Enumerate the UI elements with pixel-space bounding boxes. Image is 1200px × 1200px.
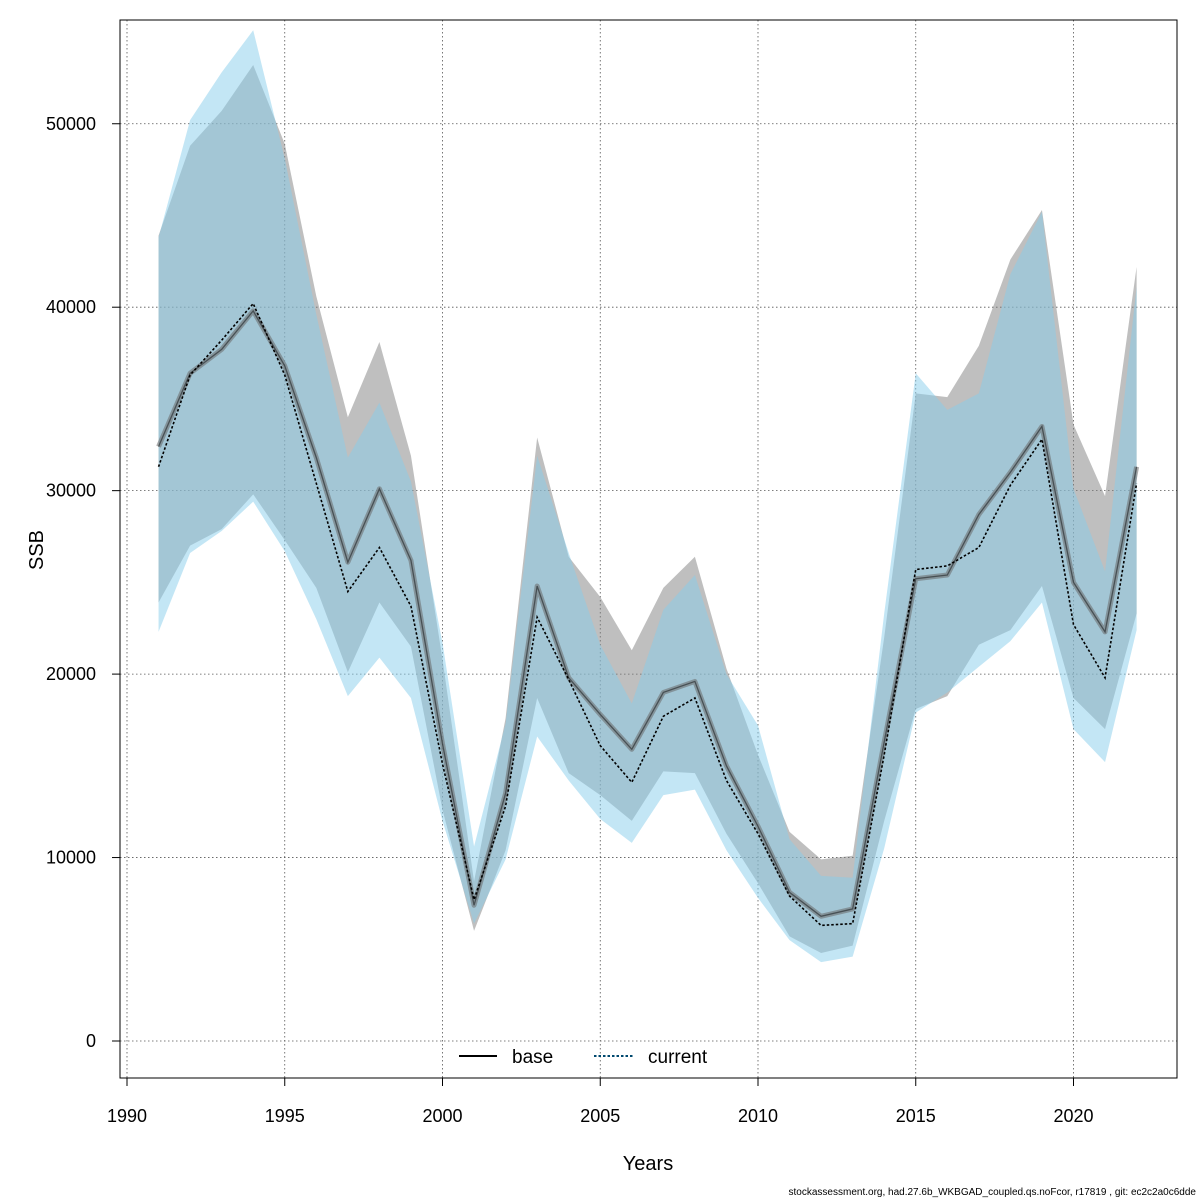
x-tick-label: 2015 bbox=[896, 1106, 936, 1126]
x-tick-label: 1990 bbox=[107, 1106, 147, 1126]
x-tick-label: 1995 bbox=[265, 1106, 305, 1126]
legend-label-current: current bbox=[648, 1047, 708, 1068]
axes: 1990 1995 2000 2005 2010 2015 2020 0 10000 20000 3… bbox=[46, 114, 1094, 1126]
x-axis-label: Years bbox=[623, 1153, 673, 1175]
confidence-bands bbox=[158, 30, 1137, 963]
y-tick-label: 20000 bbox=[46, 664, 96, 684]
line-base bbox=[157, 309, 1138, 917]
y-axis-label: SSB bbox=[26, 530, 48, 570]
x-tick-label: 2020 bbox=[1053, 1106, 1093, 1126]
y-tick-label: 50000 bbox=[46, 114, 96, 134]
y-tick-label: 10000 bbox=[46, 848, 96, 868]
series-lines bbox=[156, 302, 1140, 927]
legend-label-base: base bbox=[512, 1047, 553, 1068]
footer-note: stockassessment.org, had.27.6b_WKBGAD_co… bbox=[788, 1187, 1196, 1198]
x-tick-label: 2005 bbox=[580, 1106, 620, 1126]
line-base-shadow bbox=[156, 308, 1140, 919]
y-tick-label: 0 bbox=[86, 1031, 96, 1051]
line-current bbox=[157, 302, 1138, 927]
band-current bbox=[158, 30, 1137, 963]
legend: base current bbox=[459, 1047, 708, 1068]
y-tick-label: 30000 bbox=[46, 481, 96, 501]
x-tick-label: 2000 bbox=[422, 1106, 462, 1126]
y-tick-label: 40000 bbox=[46, 297, 96, 317]
x-tick-label: 2010 bbox=[738, 1106, 778, 1126]
